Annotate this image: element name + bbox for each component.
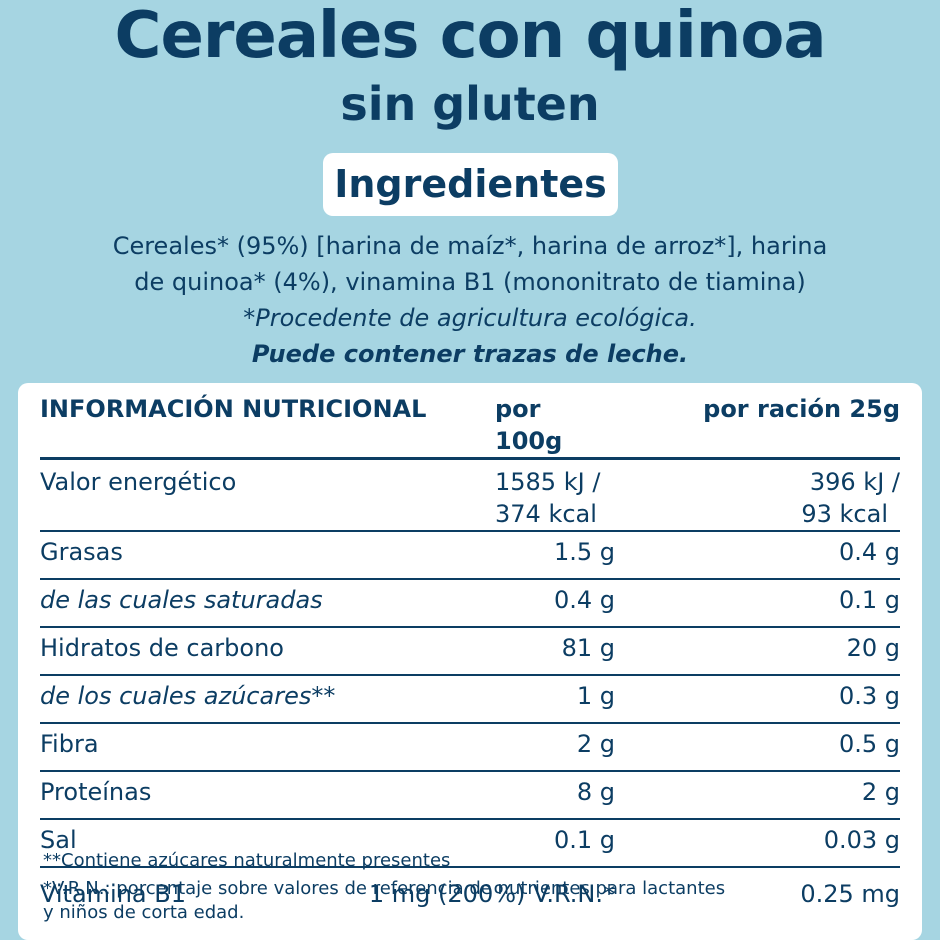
- nutrition-table: INFORMACIÓN NUTRICIONAL por 100g por rac…: [40, 389, 900, 920]
- value-per-100g: 0.4 g: [495, 579, 615, 628]
- value-per-serving: 0.5 g: [615, 723, 900, 772]
- table-row: Grasas 1.5 g 0.4 g: [40, 531, 900, 580]
- row-label: Proteínas: [40, 771, 495, 820]
- value-per-serving: 0.4 g: [615, 531, 900, 580]
- energy-per-100g: 1585 kJ / 374 kcal: [495, 458, 615, 532]
- footnote-vrn-line-1: *V.R.N.: porcentaje sobre valores de ref…: [43, 878, 726, 899]
- ingredients-line-2: de quinoa* (4%), vinamina B1 (mononitrat…: [134, 268, 806, 296]
- value-per-100g: 81 g: [495, 627, 615, 676]
- table-row: Hidratos de carbono 81 g 20 g: [40, 627, 900, 676]
- ingredients-text: Cereales* (95%) [harina de maíz*, harina…: [40, 228, 900, 372]
- value-per-100g: 2 g: [495, 723, 615, 772]
- energy-serving-kj: 396 kJ /: [809, 468, 900, 496]
- value-per-serving: 2 g: [615, 771, 900, 820]
- table-row: de los cuales azúcares** 1 g 0.3 g: [40, 675, 900, 724]
- value-per-serving: 20 g: [615, 627, 900, 676]
- vitamin-per-100g: 1 mg (200%) V.R.N.*: [368, 880, 615, 908]
- value-per-100g: 1 g: [495, 675, 615, 724]
- energy-per-serving: 396 kJ / 93 kcal: [615, 458, 900, 532]
- row-label: Fibra: [40, 723, 495, 772]
- value-per-100g: 0.1 g: [495, 819, 615, 868]
- value-per-100g: 1.5 g: [495, 531, 615, 580]
- row-label: de los cuales azúcares**: [40, 675, 495, 724]
- energy-per-100g-kcal: 374 kcal: [495, 500, 597, 528]
- header-per-100g: por 100g: [495, 389, 615, 460]
- value-per-serving: 0.3 g: [615, 675, 900, 724]
- table-row-energy: Valor energético 1585 kJ / 374 kcal 396 …: [40, 458, 900, 532]
- vitamin-per-serving: 0.25 mg: [800, 880, 900, 908]
- row-label: Sal: [40, 819, 495, 868]
- product-subtitle: sin gluten: [340, 77, 600, 131]
- energy-serving-kcal: 93 kcal: [801, 500, 888, 528]
- row-label: Hidratos de carbono: [40, 627, 495, 676]
- table-row-vitamin: Vitamina B1 1 mg (200%) V.R.N.* 0.25 mg: [40, 867, 900, 920]
- table-row: Proteínas 8 g 2 g: [40, 771, 900, 820]
- row-label: Grasas: [40, 531, 495, 580]
- row-label: de las cuales saturadas: [40, 579, 495, 628]
- nutrition-panel: INFORMACIÓN NUTRICIONAL por 100g por rac…: [18, 383, 922, 940]
- header-nutrition-info: INFORMACIÓN NUTRICIONAL: [40, 389, 495, 460]
- value-per-serving: 0.03 g: [615, 819, 900, 868]
- ingredients-heading: Ingredientes: [323, 153, 618, 216]
- table-row: Sal 0.1 g 0.03 g: [40, 819, 900, 868]
- value-per-serving: 0.1 g: [615, 579, 900, 628]
- value-per-100g: 8 g: [495, 771, 615, 820]
- table-header-row: INFORMACIÓN NUTRICIONAL por 100g por rac…: [40, 389, 900, 460]
- footnotes: **Contiene azúcares naturalmente present…: [43, 849, 903, 925]
- energy-per-100g-kj: 1585 kJ /: [495, 468, 601, 496]
- ingredients-line-1: Cereales* (95%) [harina de maíz*, harina…: [112, 232, 828, 260]
- header-per-serving: por ración 25g: [615, 389, 900, 460]
- row-label: Vitamina B1 1 mg (200%) V.R.N.*: [40, 867, 615, 920]
- table-row: de las cuales saturadas 0.4 g 0.1 g: [40, 579, 900, 628]
- organic-note: *Procedente de agricultura ecológica.: [243, 304, 697, 332]
- allergen-note: Puede contener trazas de leche.: [251, 340, 689, 368]
- product-title: Cereales con quinoa: [114, 0, 826, 73]
- footnote-vrn-line-2: y niños de corta edad.: [43, 902, 245, 923]
- row-label: Valor energético: [40, 458, 495, 532]
- footnote-sugars: **Contiene azúcares naturalmente present…: [43, 850, 451, 871]
- table-row: Fibra 2 g 0.5 g: [40, 723, 900, 772]
- vitamin-label: Vitamina B1: [40, 880, 187, 908]
